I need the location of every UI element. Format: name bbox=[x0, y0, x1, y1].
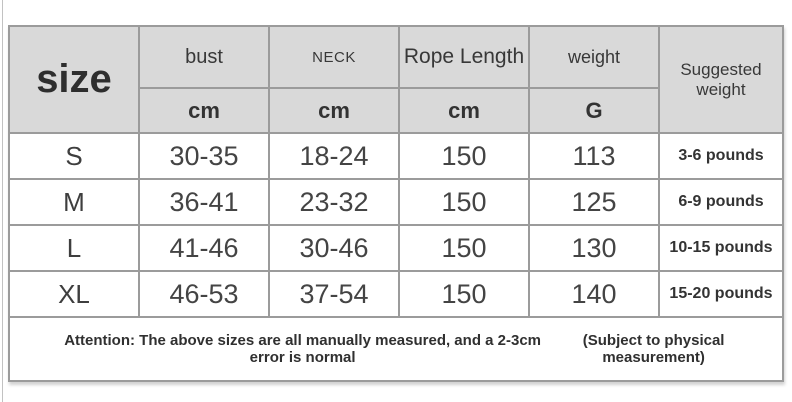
size-chart-table: size bust NECK Rope Length weight Sugges… bbox=[8, 25, 784, 382]
bust-unit-cell: cm bbox=[138, 87, 270, 134]
rope-length-unit-cell: cm bbox=[398, 87, 530, 134]
bust-cell: 46-53 bbox=[138, 270, 270, 318]
rope-length-column-header: Rope Length bbox=[398, 25, 530, 89]
header-label-row: size bust NECK Rope Length weight Sugges… bbox=[8, 25, 784, 134]
size-cell: XL bbox=[8, 270, 140, 318]
weight-cell: 113 bbox=[528, 132, 660, 180]
weight-cell: 140 bbox=[528, 270, 660, 318]
neck-cell: 30-46 bbox=[268, 224, 400, 272]
rope-length-cell: 150 bbox=[398, 224, 530, 272]
bust-column-header: bust bbox=[138, 25, 270, 89]
footer-note-cell: Attention: The above sizes are all manua… bbox=[8, 316, 784, 382]
suggested-weight-column-header: Suggested weight bbox=[658, 25, 784, 134]
neck-cell: 37-54 bbox=[268, 270, 400, 318]
bust-cell: 36-41 bbox=[138, 178, 270, 226]
weight-unit-cell: G bbox=[528, 87, 660, 134]
page-edge-line bbox=[2, 0, 3, 402]
attention-note: Attention: The above sizes are all manua… bbox=[64, 332, 542, 366]
neck-cell: 23-32 bbox=[268, 178, 400, 226]
footer-note-row: Attention: The above sizes are all manua… bbox=[8, 316, 784, 382]
suggested-weight-cell: 15-20 pounds bbox=[658, 270, 784, 318]
size-cell: S bbox=[8, 132, 140, 180]
table-row-m: M 36-41 23-32 150 125 6-9 pounds bbox=[8, 178, 784, 226]
table-row-l: L 41-46 30-46 150 130 10-15 pounds bbox=[8, 224, 784, 272]
suggested-weight-cell: 3-6 pounds bbox=[658, 132, 784, 180]
table-row-s: S 30-35 18-24 150 113 3-6 pounds bbox=[8, 132, 784, 180]
weight-column-header: weight bbox=[528, 25, 660, 89]
neck-unit-cell: cm bbox=[268, 87, 400, 134]
weight-cell: 125 bbox=[528, 178, 660, 226]
size-cell: L bbox=[8, 224, 140, 272]
bust-cell: 30-35 bbox=[138, 132, 270, 180]
neck-cell: 18-24 bbox=[268, 132, 400, 180]
neck-column-header: NECK bbox=[268, 25, 400, 89]
suggested-weight-cell: 6-9 pounds bbox=[658, 178, 784, 226]
size-cell: M bbox=[8, 178, 140, 226]
table-row-xl: XL 46-53 37-54 150 140 15-20 pounds bbox=[8, 270, 784, 318]
bust-cell: 41-46 bbox=[138, 224, 270, 272]
weight-cell: 130 bbox=[528, 224, 660, 272]
suggested-weight-cell: 10-15 pounds bbox=[658, 224, 784, 272]
measurement-disclaimer: (Subject to physical measurement) bbox=[582, 332, 725, 366]
rope-length-cell: 150 bbox=[398, 178, 530, 226]
rope-length-cell: 150 bbox=[398, 270, 530, 318]
header-unit-row: cm cm cm G bbox=[9, 87, 783, 134]
size-column-header: size bbox=[8, 25, 140, 134]
rope-length-cell: 150 bbox=[398, 132, 530, 180]
